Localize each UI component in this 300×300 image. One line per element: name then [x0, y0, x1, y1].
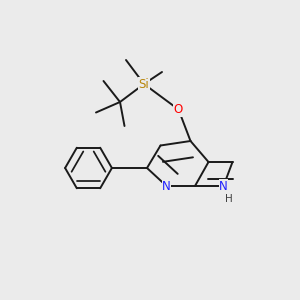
Text: N: N	[219, 179, 228, 193]
Text: Si: Si	[139, 77, 149, 91]
Text: N: N	[162, 179, 171, 193]
Text: H: H	[225, 194, 233, 205]
Text: O: O	[174, 103, 183, 116]
